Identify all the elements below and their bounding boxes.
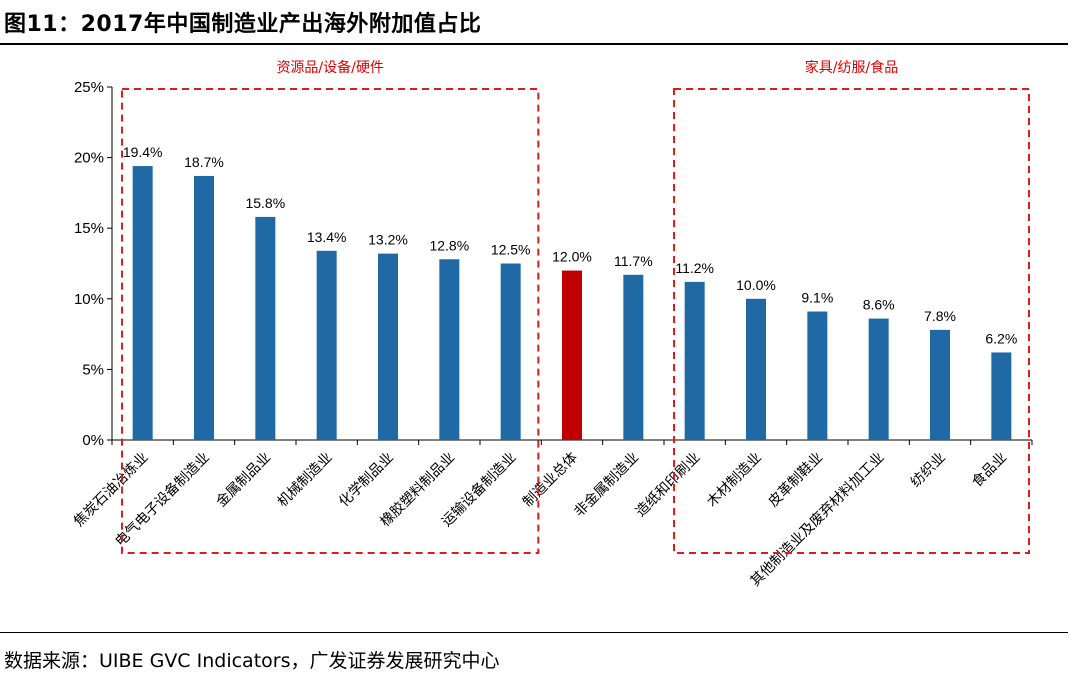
category-label: 食品业 bbox=[968, 449, 1010, 491]
data-label: 15.8% bbox=[245, 195, 285, 211]
footer-divider bbox=[0, 632, 1068, 633]
data-label: 11.7% bbox=[614, 253, 653, 269]
data-label: 10.0% bbox=[736, 277, 776, 293]
data-label: 9.1% bbox=[801, 290, 833, 306]
data-label: 13.2% bbox=[368, 232, 408, 248]
bar bbox=[378, 253, 398, 440]
bar bbox=[439, 259, 460, 440]
data-label: 12.8% bbox=[429, 237, 469, 253]
chart-title: 图11：2017年中国制造业产出海外附加值占比 bbox=[4, 12, 482, 37]
bar bbox=[991, 352, 1012, 440]
bar-chart: 0%5%10%15%20%25%19.4%焦炭石油冶炼业18.7%电气电子设备制… bbox=[71, 59, 1033, 590]
bar bbox=[684, 281, 705, 440]
category-label: 其他制造业及废弃材料加工业 bbox=[747, 450, 887, 590]
category-label: 皮革制鞋业 bbox=[765, 450, 826, 511]
data-label: 13.4% bbox=[307, 229, 347, 245]
y-tick-label: 10% bbox=[74, 291, 104, 308]
data-label: 12.0% bbox=[552, 249, 592, 265]
category-label: 造纸和印刷业 bbox=[633, 450, 704, 521]
title-divider bbox=[0, 43, 1068, 45]
category-label: 纺织业 bbox=[908, 450, 949, 491]
data-label: 19.4% bbox=[123, 144, 163, 160]
y-tick-label: 0% bbox=[82, 432, 104, 449]
y-tick-label: 5% bbox=[82, 361, 104, 378]
data-label: 18.7% bbox=[184, 154, 224, 170]
y-tick-label: 15% bbox=[74, 220, 104, 237]
category-label: 制造业总体 bbox=[520, 450, 581, 511]
data-label: 12.5% bbox=[491, 242, 531, 258]
category-label: 机械制造业 bbox=[275, 450, 336, 511]
data-label: 6.2% bbox=[985, 330, 1017, 346]
group-label: 资源品/设备/硬件 bbox=[276, 59, 383, 76]
bar bbox=[930, 329, 950, 440]
group-box bbox=[673, 88, 1030, 554]
bar bbox=[194, 175, 214, 440]
data-label: 11.2% bbox=[675, 260, 714, 276]
data-label: 7.8% bbox=[924, 308, 956, 324]
data-label: 8.6% bbox=[863, 297, 895, 313]
bar bbox=[746, 298, 766, 440]
bar bbox=[562, 270, 582, 440]
bar bbox=[132, 166, 153, 440]
source-note: 数据来源：UIBE GVC Indicators，广发证券发展研究中心 bbox=[4, 650, 500, 672]
category-label: 非金属制造业 bbox=[571, 450, 642, 521]
bar bbox=[500, 263, 521, 440]
bar bbox=[807, 311, 828, 440]
category-label: 化学制品业 bbox=[336, 450, 397, 511]
bar bbox=[868, 318, 889, 440]
category-label: 金属制品业 bbox=[213, 450, 274, 511]
y-tick-label: 20% bbox=[74, 150, 104, 167]
bar bbox=[255, 216, 276, 440]
y-tick-label: 25% bbox=[74, 79, 104, 96]
bar bbox=[316, 250, 337, 440]
group-box bbox=[121, 88, 540, 554]
category-label: 木材制造业 bbox=[704, 450, 765, 511]
group-label: 家具/纺服/食品 bbox=[805, 59, 898, 76]
bar bbox=[623, 274, 644, 440]
